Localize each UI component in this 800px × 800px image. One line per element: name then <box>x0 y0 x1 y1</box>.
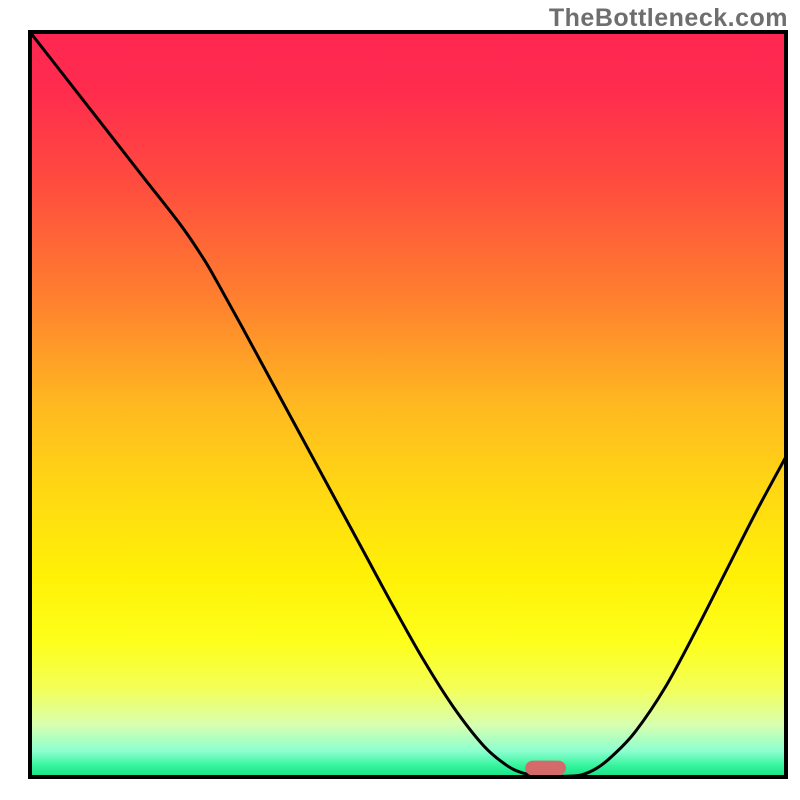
plot-background <box>30 32 786 777</box>
bottleneck-chart <box>0 0 800 800</box>
chart-container: TheBottleneck.com <box>0 0 800 800</box>
watermark-text: TheBottleneck.com <box>549 4 788 33</box>
optimum-marker <box>525 761 566 776</box>
